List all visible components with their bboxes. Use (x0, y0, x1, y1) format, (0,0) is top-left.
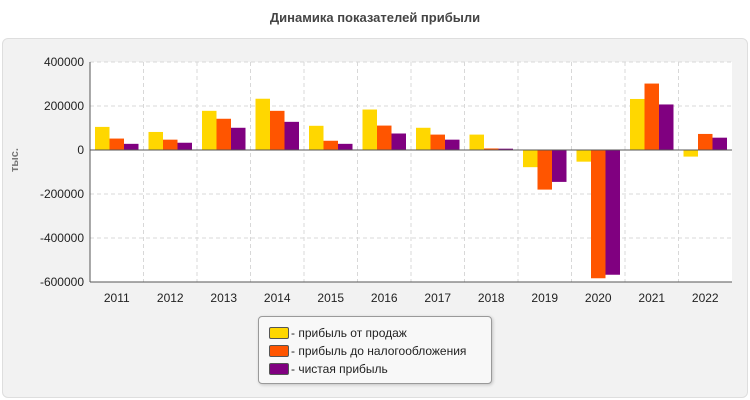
x-tick-label: 2017 (424, 291, 451, 305)
bar-2012-s1 (163, 139, 178, 150)
bar-2011-s0 (95, 126, 110, 150)
x-tick-label: 2014 (264, 291, 291, 305)
y-tick-labels: 400000 200000 0 -200000 -400000 -600000 (40, 55, 84, 289)
bar-2020-s2 (605, 150, 620, 275)
bar-2021-s1 (644, 83, 659, 150)
y-tick-label: 200000 (44, 99, 84, 113)
bar-2018-s0 (469, 134, 484, 150)
bar-2022-s0 (683, 150, 698, 157)
x-tick-label: 2021 (638, 291, 665, 305)
legend-item-sales-profit: - прибыль от продаж (269, 325, 407, 341)
x-tick-label: 2019 (531, 291, 558, 305)
bar-2012-s2 (177, 142, 192, 150)
legend-swatch-net-profit (269, 363, 289, 375)
x-tick-labels: 2011 2012 2013 2014 2015 2016 2017 2018 2019 2020… (104, 291, 719, 305)
bar-2013-s2 (231, 127, 246, 150)
legend-item-pretax-profit: - прибыль до налогообложения (269, 343, 466, 359)
chart-title: Динамика показателей прибыли (269, 10, 481, 25)
x-tick-label: 2013 (210, 291, 237, 305)
plot-area (90, 62, 732, 282)
bar-2017-s1 (430, 134, 445, 150)
legend-label-net-profit: - чистая прибыль (291, 362, 388, 376)
bar-2020-s0 (576, 150, 591, 162)
bar-2018-s2 (498, 148, 513, 150)
bar-2015-s1 (323, 140, 338, 150)
legend-item-net-profit: - чистая прибыль (269, 361, 388, 377)
bar-2014-s0 (255, 98, 270, 150)
bar-2016-s1 (377, 125, 392, 150)
bar-2021-s0 (630, 98, 645, 150)
y-axis-label: тыс. (9, 148, 21, 172)
x-tick-label: 2022 (692, 291, 719, 305)
bar-2016-s0 (362, 109, 377, 150)
bar-2014-s2 (284, 121, 299, 150)
bar-2019-s2 (552, 150, 567, 182)
x-tick-label: 2015 (317, 291, 344, 305)
bar-2016-s2 (391, 133, 406, 150)
bar-2011-s2 (124, 143, 139, 150)
y-tick-label: -600000 (40, 275, 84, 289)
bar-2017-s0 (416, 127, 431, 150)
x-tick-label: 2011 (104, 291, 130, 305)
bar-2014-s1 (270, 110, 285, 150)
legend-label-pretax-profit: - прибыль до налогообложения (291, 344, 467, 358)
legend-swatch-pretax-profit (269, 345, 289, 357)
legend: - прибыль от продаж - прибыль до налогоо… (258, 316, 492, 384)
bar-2019-s1 (537, 150, 552, 190)
bar-2015-s2 (338, 143, 353, 150)
legend-swatch-sales-profit (269, 327, 289, 339)
y-tick-label: -400000 (40, 231, 84, 245)
bar-2018-s1 (484, 148, 499, 150)
x-tick-label: 2016 (371, 291, 398, 305)
x-tick-label: 2018 (478, 291, 505, 305)
bar-2021-s2 (659, 104, 674, 150)
bars (95, 83, 727, 279)
y-tick-label: 400000 (44, 55, 84, 69)
bar-2020-s1 (591, 150, 606, 279)
bar-2022-s1 (698, 133, 713, 150)
bar-2015-s0 (309, 125, 324, 150)
x-tick-label: 2012 (157, 291, 184, 305)
y-tick-label: 0 (77, 143, 84, 157)
bar-2019-s0 (523, 150, 538, 168)
bar-2013-s1 (216, 118, 231, 150)
bar-2017-s2 (445, 139, 460, 150)
bar-2022-s2 (712, 137, 727, 150)
legend-label-sales-profit: - прибыль от продаж (291, 326, 407, 340)
bar-2011-s1 (109, 138, 124, 150)
x-tick-label: 2020 (585, 291, 612, 305)
bar-2012-s0 (148, 131, 163, 150)
axes (89, 62, 732, 283)
y-tick-label: -200000 (40, 187, 84, 201)
bar-2013-s0 (202, 110, 217, 150)
